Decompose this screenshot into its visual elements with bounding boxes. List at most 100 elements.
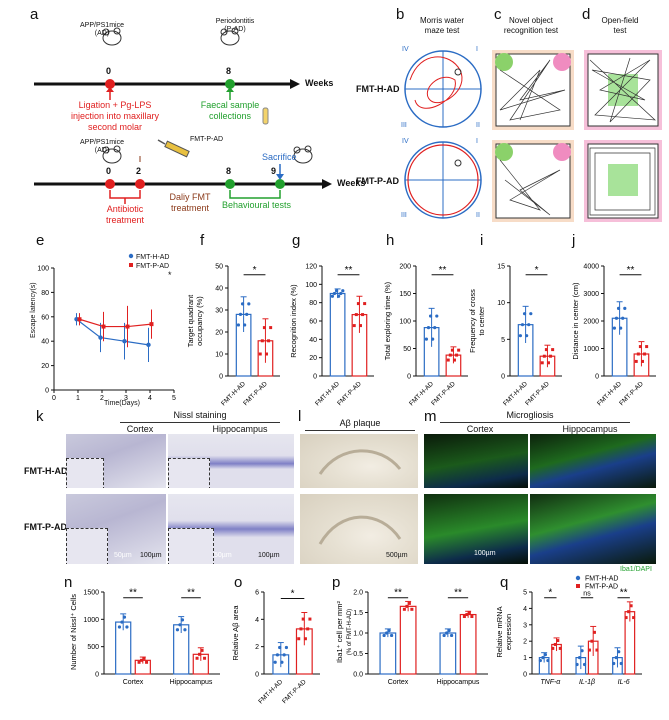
chart-j-xtick-label: FMT-P-AD	[618, 380, 645, 407]
chart-f-point	[267, 339, 271, 343]
chart-g-point	[330, 294, 334, 298]
panel-label-o: o	[234, 574, 243, 591]
chart-o-sig-label: *	[291, 589, 295, 600]
chart-q-xtick-label: IL-6	[618, 679, 630, 686]
chart-i-point	[549, 354, 553, 358]
chart-e-ytick-label: 40	[41, 339, 49, 346]
chart-f-point	[264, 352, 268, 356]
chart-p-point	[410, 607, 414, 611]
chart-h-point	[452, 358, 456, 362]
chart-g-ytick-label: 120	[305, 264, 317, 271]
chart-j-ytick-label: 2000	[583, 319, 599, 326]
chart-g-point	[341, 289, 345, 293]
chart-g-point	[361, 313, 365, 317]
chart-i-point	[527, 323, 531, 327]
chart-p-point	[442, 633, 446, 638]
chart-n-point	[145, 660, 149, 664]
chart-f-point	[247, 302, 251, 306]
chart-q-point	[553, 642, 557, 646]
chart-q-legend-marker	[576, 584, 580, 588]
chart-e-legend-1: FMT-H-AD	[136, 254, 170, 261]
iba-hippo-p-image	[530, 494, 656, 564]
chart-o-point	[282, 653, 286, 657]
quad-iv-2: IV	[402, 138, 409, 145]
chart-f-point	[269, 326, 273, 330]
micro-hippo-label: Hippocampus	[562, 424, 618, 434]
chart-n-point	[142, 656, 146, 660]
chart-g-ytick-label: 40	[309, 337, 317, 344]
chart-h-ytick-label: 100	[399, 319, 411, 326]
chart-i-point	[542, 354, 546, 358]
chart-p-point	[390, 633, 394, 638]
chart-n-point	[137, 660, 141, 664]
chart-f-point	[245, 312, 249, 316]
chart-e-xtick-label: 5	[172, 395, 176, 402]
chart-i-ylabel: Frequency of cross	[468, 289, 477, 353]
scale-100-3: 100µm	[474, 550, 496, 557]
faecal-label: Faecal sample collections	[200, 100, 260, 121]
chart-q-point	[577, 656, 582, 660]
chart-p-point	[405, 604, 409, 608]
chart-o-ytick-label: 2	[255, 644, 259, 651]
chart-o-xtick-label: FMT-H-AD	[257, 678, 284, 705]
quad-iii-2: III	[401, 212, 407, 219]
chart-o-ytick-label: 0	[255, 672, 259, 679]
chart-h-point	[435, 314, 439, 318]
chart-e-legend-2: FMT-P-AD	[136, 263, 170, 270]
chart-q-point	[575, 662, 579, 667]
chart-h-point	[431, 337, 435, 341]
chart-h-point	[433, 326, 437, 330]
chart-h-point	[446, 358, 450, 362]
chart-g-point	[354, 313, 358, 317]
chart-q-point	[590, 639, 594, 643]
nissl-cortex-p-image	[66, 494, 166, 564]
chart-i-xtick-label: FMT-P-AD	[524, 380, 551, 407]
chart-o-point	[299, 627, 303, 631]
chart-p-ytick-label: 1.5	[353, 610, 363, 617]
chart-f-ytick-label: 0	[219, 374, 223, 381]
nissl-hippo-p-image	[168, 494, 294, 564]
iba-cortex-p-image	[424, 494, 528, 564]
chart-q-point	[612, 661, 616, 666]
test-row1-label: FMT-H-AD	[356, 84, 400, 94]
chart-e-legend-marker	[129, 263, 133, 267]
chart-i-ytick-label: 5	[501, 337, 505, 344]
chart-f-point	[243, 323, 247, 327]
chart-j-point	[623, 306, 627, 310]
chart-j-ytick-label: 0	[595, 374, 599, 381]
chart-o-ytick-label: 4	[255, 617, 259, 624]
quad-i-1: I	[476, 46, 478, 53]
chart-g-sig-label: **	[345, 265, 353, 276]
chart-n-point	[203, 656, 207, 660]
chart-f-ytick-label: 40	[215, 286, 223, 293]
quad-iii-1: III	[401, 122, 407, 129]
chart-e-star: *	[168, 270, 172, 280]
timeline1-mouse-label: APP/PS1mice (AD)	[80, 22, 124, 37]
chart-h-point	[424, 337, 428, 341]
chart-p-sig-label: **	[454, 588, 462, 599]
chart-p-sig-label: **	[394, 588, 402, 599]
chart-j-point	[643, 352, 647, 356]
chart-q-point	[541, 656, 545, 660]
chart-p-point	[462, 615, 466, 619]
behaviour-label: Behavioural tests	[222, 200, 292, 210]
nor-track-p	[492, 140, 574, 222]
timeline-diagram	[34, 27, 332, 204]
chart-q-point	[595, 648, 599, 652]
chart-e-xtick-label: 1	[76, 395, 80, 402]
chart-e-point	[146, 342, 151, 348]
chart-j-ytick-label: 4000	[583, 264, 599, 271]
panel-label-g: g	[292, 232, 301, 249]
chart-e-point	[125, 324, 130, 329]
timeline2-week0: 0	[106, 166, 112, 176]
chart-i-ytick-label: 15	[497, 264, 505, 271]
chart-p-point	[407, 601, 411, 605]
chart-j-sig-label: **	[627, 265, 635, 276]
chart-e-point	[77, 317, 82, 322]
test-row2-label: FMT-P-AD	[356, 176, 399, 186]
antibiotic-label: Antibiotic treatment	[105, 204, 145, 225]
chart-j-point	[619, 326, 623, 330]
panel-label-l: l	[298, 408, 302, 425]
chart-j-point	[638, 345, 642, 349]
